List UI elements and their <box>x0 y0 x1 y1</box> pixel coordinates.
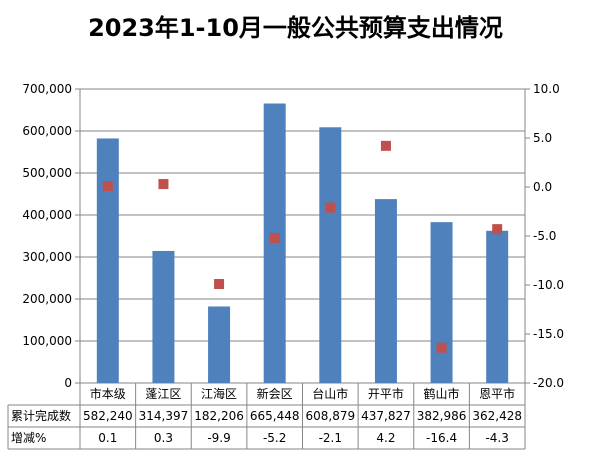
right-axis-tick-label: 10.0 <box>533 82 560 96</box>
table-value: -16.4 <box>426 431 457 445</box>
table-value: 582,240 <box>83 409 133 423</box>
table-value: 608,879 <box>306 409 356 423</box>
bar <box>208 306 231 383</box>
x-axis-category-label: 市本级 <box>90 386 126 401</box>
right-axis-tick-label: 5.0 <box>533 131 552 145</box>
x-axis-category-label: 江海区 <box>201 386 237 401</box>
data-point-marker <box>492 224 503 235</box>
data-point-marker <box>214 279 225 290</box>
x-axis-category-label: 蓬江区 <box>145 387 181 401</box>
table-series-name: 累计完成数 <box>11 408 71 423</box>
table-value: 4.2 <box>376 431 395 445</box>
table-series-name: 增减% <box>11 431 46 445</box>
x-axis-category-label: 台山市 <box>312 386 348 401</box>
table-value: -5.2 <box>263 431 286 445</box>
left-axis-tick-label: 700,000 <box>22 82 72 96</box>
x-axis-category-label: 开平市 <box>368 386 404 401</box>
table-value: 382,986 <box>417 409 467 423</box>
table-value: 0.1 <box>98 431 117 445</box>
bar <box>263 103 286 383</box>
table-value: 362,428 <box>472 409 522 423</box>
table-value: 182,206 <box>194 409 244 423</box>
data-point-marker <box>158 179 169 190</box>
left-axis-tick-label: 600,000 <box>22 124 72 138</box>
right-axis-tick-label: 0.0 <box>533 180 552 194</box>
bar <box>374 199 397 383</box>
table-value: 314,397 <box>139 409 189 423</box>
data-point-marker <box>102 181 113 192</box>
table-value: -9.9 <box>207 431 230 445</box>
data-point-marker <box>325 202 336 213</box>
table-value: -4.3 <box>485 431 508 445</box>
right-axis-tick-label: -15.0 <box>533 327 564 341</box>
left-axis-tick-label: 0 <box>64 376 72 390</box>
left-axis-tick-label: 200,000 <box>22 292 72 306</box>
table-value: -2.1 <box>319 431 342 445</box>
bar <box>152 250 175 383</box>
data-point-marker <box>269 232 280 243</box>
table-value: 0.3 <box>154 431 173 445</box>
table-value: 665,448 <box>250 409 300 423</box>
x-axis-category-label: 新会区 <box>257 386 293 401</box>
bar <box>96 138 119 383</box>
right-axis-tick-label: -5.0 <box>533 229 556 243</box>
x-axis-category-label: 恩平市 <box>479 386 515 401</box>
left-axis-tick-label: 300,000 <box>22 250 72 264</box>
left-axis-tick-label: 500,000 <box>22 166 72 180</box>
left-axis-tick-label: 100,000 <box>22 334 72 348</box>
left-axis-tick-label: 400,000 <box>22 208 72 222</box>
plot-area <box>79 88 526 384</box>
right-axis-tick-label: -20.0 <box>533 376 564 390</box>
bar <box>430 222 453 383</box>
right-axis-tick-label: -10.0 <box>533 278 564 292</box>
data-point-marker <box>436 342 447 353</box>
x-axis-category-label: 鹤山市 <box>424 386 460 401</box>
chart-title: 2023年1-10月一般公共预算支出情况 <box>88 14 503 42</box>
table-value: 437,827 <box>361 409 411 423</box>
bar <box>319 127 342 384</box>
data-point-marker <box>380 140 391 151</box>
bar <box>486 230 509 383</box>
